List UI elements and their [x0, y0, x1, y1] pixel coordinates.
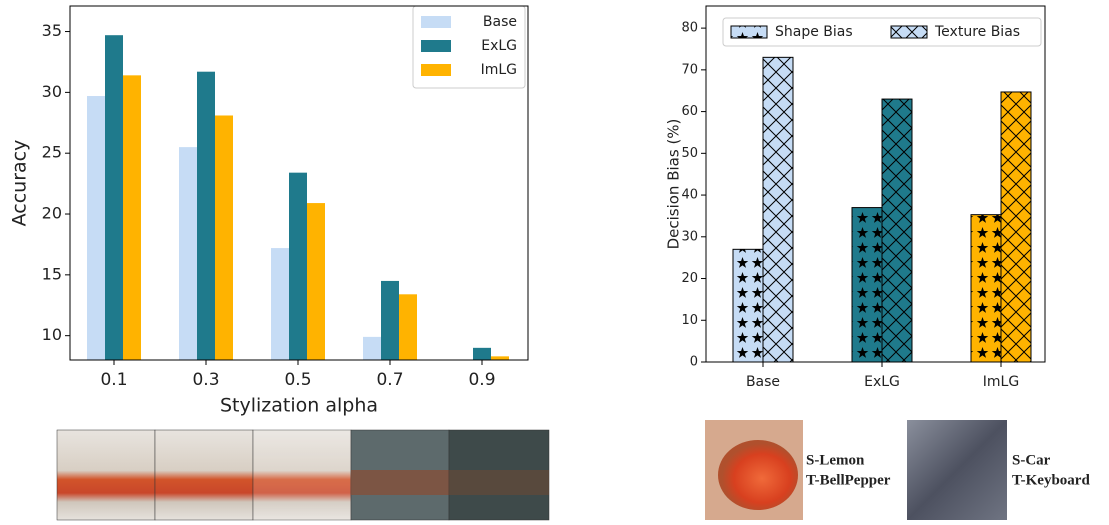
x-tick-label: 0.7 [376, 370, 403, 390]
y-tick-label: 20 [42, 204, 62, 223]
legend-label: Base [483, 14, 517, 30]
legend-swatch [421, 16, 451, 28]
caption: S-Lemon [806, 452, 865, 468]
legend-label: ImLG [481, 62, 517, 78]
bar [87, 96, 105, 360]
bar [882, 99, 912, 362]
bar [271, 248, 289, 360]
y-tick-label: 40 [681, 188, 698, 203]
legend-swatch [731, 26, 767, 38]
y-tick-label: 25 [42, 143, 62, 162]
y-tick-label: 80 [681, 21, 698, 36]
bar [1001, 92, 1031, 362]
x-tick-label: ImLG [983, 374, 1019, 390]
figure: S-Lemon T-BellPepper S-Car T-Keyboard 10… [0, 0, 1109, 521]
y-tick-label: 10 [681, 313, 698, 328]
bar [179, 147, 197, 360]
bar [399, 294, 417, 360]
legend-swatch [421, 40, 451, 52]
x-tick-label: 0.3 [192, 370, 219, 390]
image-car [907, 420, 1007, 520]
x-tick-label: ExLG [864, 374, 900, 390]
bar [197, 72, 215, 360]
bar [971, 215, 1001, 362]
y-tick-label: 70 [681, 62, 698, 77]
y-axis-label: Accuracy [9, 140, 31, 227]
x-tick-label: 0.9 [468, 370, 495, 390]
caption: T-Keyboard [1012, 472, 1090, 488]
y-tick-label: 20 [681, 271, 698, 286]
legend-label: ExLG [481, 38, 517, 54]
y-tick-label: 60 [681, 104, 698, 119]
bar [852, 208, 882, 362]
bar [289, 173, 307, 360]
caption: S-Car [1012, 452, 1051, 468]
bar [763, 57, 793, 362]
y-tick-label: 0 [690, 355, 698, 370]
y-tick-label: 10 [42, 325, 62, 344]
x-axis-label: Stylization alpha [220, 395, 378, 417]
bar [363, 337, 381, 360]
y-tick-label: 30 [42, 82, 62, 101]
y-axis-label: Decision Bias (%) [665, 119, 683, 250]
bar [105, 35, 123, 360]
y-tick-label: 15 [42, 264, 62, 283]
y-tick-label: 30 [681, 229, 698, 244]
caption: T-BellPepper [806, 472, 891, 488]
bar [215, 115, 233, 360]
image-lemon-fruit [718, 440, 798, 510]
style-strip [57, 430, 549, 520]
bar [473, 348, 491, 360]
legend-swatch [891, 26, 927, 38]
bar [381, 281, 399, 360]
legend-swatch [421, 64, 451, 76]
bar [491, 356, 509, 360]
x-tick-label: 0.1 [100, 370, 127, 390]
bar [307, 203, 325, 360]
legend-label: Texture Bias [934, 24, 1020, 40]
legend: Shape Bias Texture Bias [723, 18, 1041, 46]
legend-label: Shape Bias [775, 24, 853, 40]
y-tick-label: 50 [681, 146, 698, 161]
y-tick-label: 35 [42, 21, 62, 40]
legend: Base ExLG ImLG [413, 6, 525, 88]
bar [733, 249, 763, 362]
x-tick-label: 0.5 [284, 370, 311, 390]
x-tick-label: Base [746, 374, 780, 390]
bar [123, 75, 141, 360]
